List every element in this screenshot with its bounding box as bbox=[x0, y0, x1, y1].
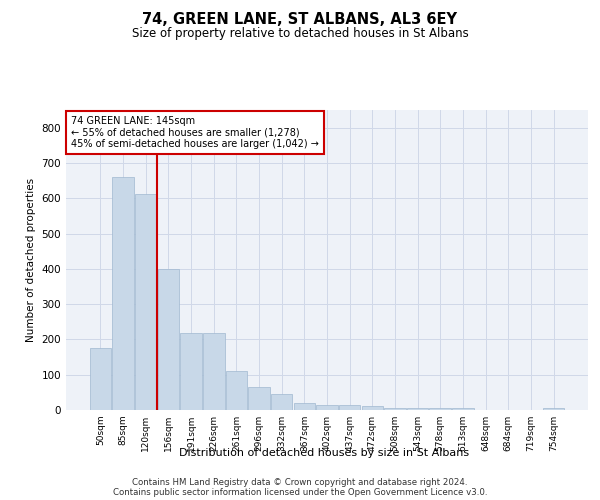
Bar bbox=[226, 371, 247, 410]
Bar bbox=[316, 404, 338, 410]
Bar bbox=[362, 406, 383, 410]
Bar bbox=[181, 334, 202, 410]
Text: Contains HM Land Registry data © Crown copyright and database right 2024.: Contains HM Land Registry data © Crown c… bbox=[132, 478, 468, 487]
Bar bbox=[135, 194, 157, 410]
Bar bbox=[90, 348, 111, 410]
Text: Size of property relative to detached houses in St Albans: Size of property relative to detached ho… bbox=[131, 28, 469, 40]
Bar bbox=[543, 408, 564, 410]
Bar bbox=[430, 408, 451, 410]
Text: Distribution of detached houses by size in St Albans: Distribution of detached houses by size … bbox=[179, 448, 469, 458]
Bar bbox=[271, 394, 292, 410]
Bar bbox=[293, 403, 315, 410]
Bar bbox=[158, 269, 179, 410]
Bar bbox=[452, 408, 473, 410]
Text: 74, GREEN LANE, ST ALBANS, AL3 6EY: 74, GREEN LANE, ST ALBANS, AL3 6EY bbox=[143, 12, 458, 28]
Bar bbox=[407, 408, 428, 410]
Bar bbox=[339, 404, 361, 410]
Bar bbox=[384, 408, 406, 410]
Bar bbox=[112, 177, 134, 410]
Text: Contains public sector information licensed under the Open Government Licence v3: Contains public sector information licen… bbox=[113, 488, 487, 497]
Bar bbox=[248, 387, 270, 410]
Bar bbox=[203, 334, 224, 410]
Y-axis label: Number of detached properties: Number of detached properties bbox=[26, 178, 36, 342]
Text: 74 GREEN LANE: 145sqm
← 55% of detached houses are smaller (1,278)
45% of semi-d: 74 GREEN LANE: 145sqm ← 55% of detached … bbox=[71, 116, 319, 149]
